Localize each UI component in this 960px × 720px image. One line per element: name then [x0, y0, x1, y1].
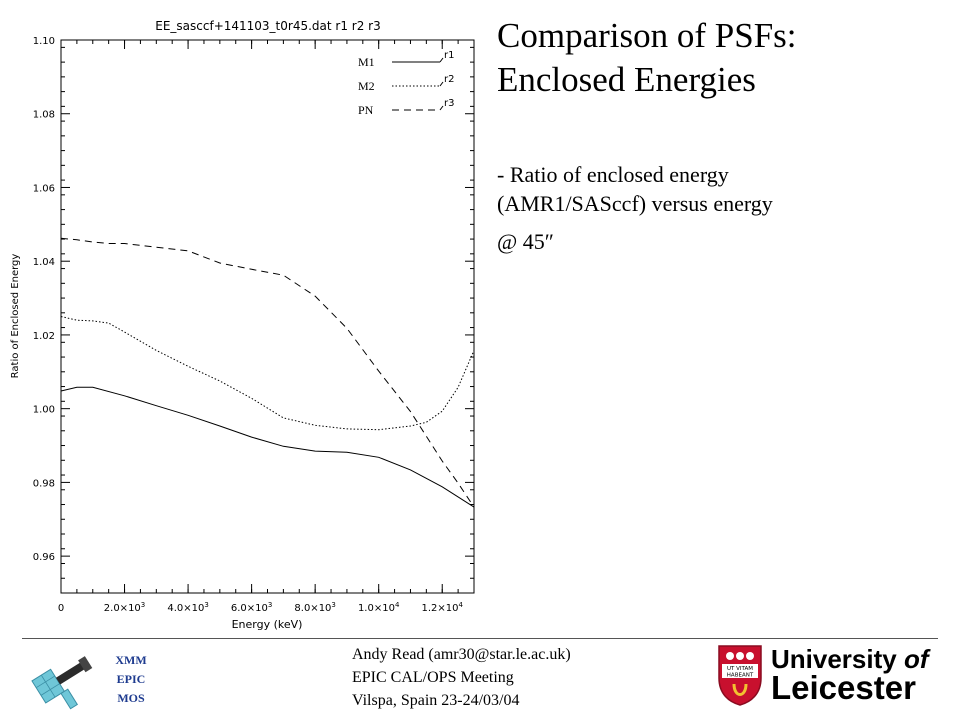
legend-label: PN	[358, 103, 374, 117]
x-tick-label: 1.2×104	[421, 601, 463, 614]
series-lines	[60, 237, 475, 508]
crest-icon: UT VITAM HABEANT	[718, 645, 762, 706]
university-of-leicester-logo: UT VITAM HABEANT University of Leicester	[717, 644, 939, 710]
legend-label: M2	[358, 79, 375, 93]
y-tick-label: 1.06	[33, 183, 55, 194]
y-tick-label: 1.00	[33, 405, 55, 416]
y-tick-label: 1.10	[33, 36, 55, 47]
footer-credits: Andy Read (amr30@star.le.ac.uk) EPIC CAL…	[352, 643, 571, 712]
plot-frame	[60, 39, 475, 594]
x-tick-label: 6.0×103	[231, 601, 272, 614]
y-axis-label: Ratio of Enclosed Energy	[10, 254, 21, 379]
legend-label: M1	[358, 55, 375, 69]
footer-author: Andy Read (amr30@star.le.ac.uk)	[352, 646, 571, 663]
bullet-text: - Ratio of enclosed energy (AMR1/SASccf)…	[497, 160, 773, 256]
footer-venue: Vilspa, Spain 23-24/03/04	[352, 692, 520, 709]
x-tick-label: 2.0×103	[104, 601, 145, 614]
series-line-r3	[60, 237, 475, 508]
university-wordmark: University of	[771, 644, 929, 674]
legend-line-hook	[439, 105, 444, 111]
x-tick-label: 8.0×103	[294, 601, 335, 614]
x-axis: 0 2.0×103 4.0×103 6.0×103 8.0×103 1.0×104 1.2×…	[58, 40, 475, 614]
y-tick-label: 1.04	[33, 257, 55, 268]
chart-title: EE_sasccf+141103_t0r45.dat r1 r2 r3	[155, 19, 381, 33]
x-tick-label: 1.0×104	[358, 601, 400, 614]
legend: M1 r1 M2 r2 PN r3	[358, 50, 454, 117]
slide-title: Comparison of PSFs: Enclosed Energies	[497, 14, 797, 102]
slide-title-line1: Comparison of PSFs:	[497, 16, 797, 55]
y-tick-label: 1.02	[33, 331, 55, 342]
legend-series-name: r2	[444, 74, 454, 85]
university-word: University	[771, 644, 897, 674]
x-axis-label: Energy (keV)	[232, 618, 303, 631]
series-line-r1	[60, 386, 475, 508]
y-axis: 0.96 0.98 1.00 1.02 1.04 1.06 1.08 1.10	[33, 36, 474, 594]
crest-motto-line2: HABEANT	[727, 673, 754, 679]
angle-text: @ 45″	[497, 229, 554, 254]
series-line-r2	[60, 316, 475, 431]
bullet-line1: - Ratio of enclosed energy	[497, 162, 729, 187]
slide-title-line2: Enclosed Energies	[497, 60, 756, 99]
x-tick-label: 4.0×103	[167, 601, 208, 614]
footer-meeting: EPIC CAL/OPS Meeting	[352, 669, 514, 686]
legend-series-name: r3	[444, 98, 454, 109]
legend-line-hook	[439, 57, 444, 63]
y-tick-label: 0.96	[33, 552, 55, 563]
epic-line: EPIC	[116, 672, 146, 686]
legend-series-name: r1	[444, 50, 454, 61]
mos-line: MOS	[117, 691, 145, 705]
y-tick-label: 1.08	[33, 110, 55, 121]
xmm-line: XMM	[115, 653, 147, 667]
x-tick-label: 0	[58, 603, 64, 614]
of-word: of	[903, 644, 929, 674]
crest-motto-line1: UT VITAM	[727, 666, 753, 672]
footer-divider	[22, 638, 938, 639]
xmm-epic-mos-label: XMM EPIC MOS	[108, 651, 154, 708]
y-tick-label: 0.98	[33, 478, 55, 489]
xmm-satellite-icon	[31, 656, 93, 710]
bullet-line2: (AMR1/SASccf) versus energy	[497, 191, 773, 216]
legend-line-hook	[439, 81, 444, 87]
leicester-wordmark: Leicester	[771, 669, 916, 706]
enclosed-energy-chart: EE_sasccf+141103_t0r45.dat r1 r2 r3 0.96…	[10, 19, 475, 631]
